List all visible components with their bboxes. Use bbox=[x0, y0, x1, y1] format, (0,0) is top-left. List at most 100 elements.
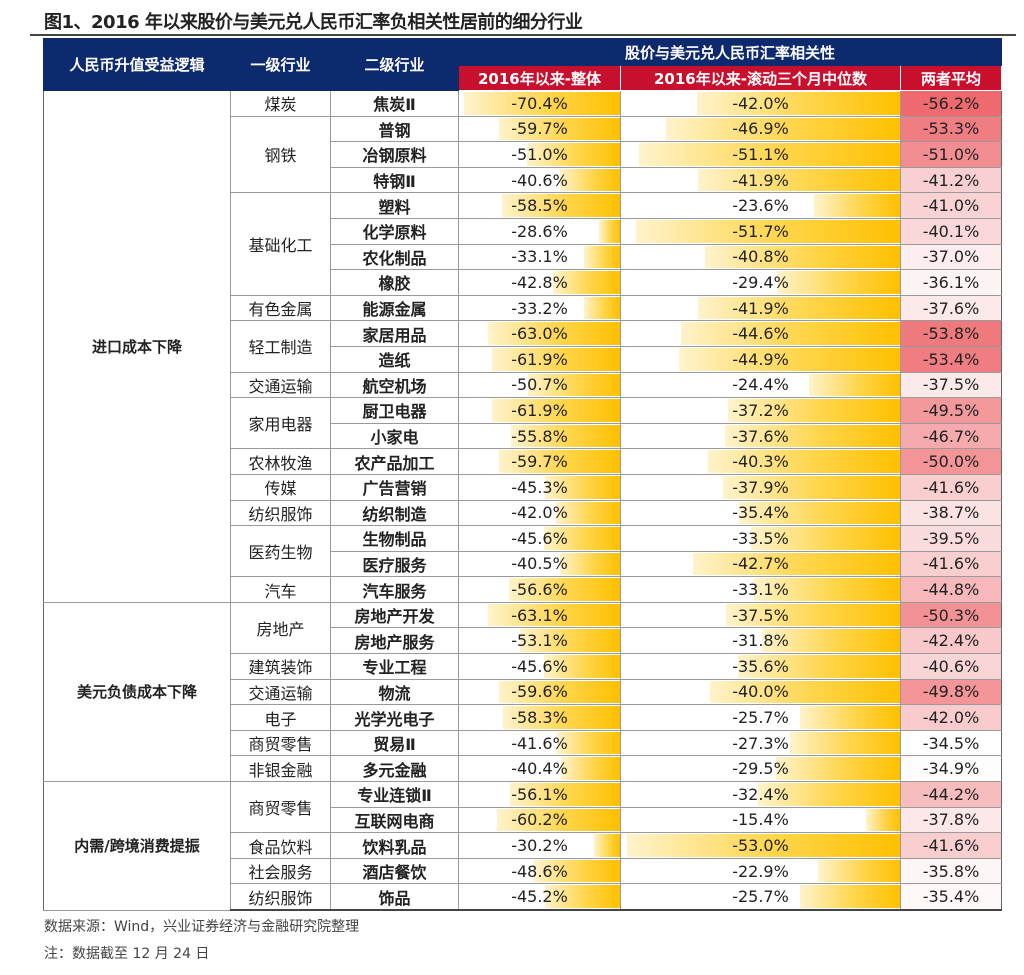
average-cell: -35.4% bbox=[899, 883, 1003, 912]
overall-value: -42.8% bbox=[511, 272, 568, 292]
rolling-data-bar bbox=[639, 143, 900, 166]
overall-cell: -48.6% bbox=[458, 857, 621, 885]
average-cell: -41.6% bbox=[899, 550, 1003, 578]
rolling-value: -44.6% bbox=[732, 324, 789, 344]
rolling-cell: -42.7% bbox=[620, 550, 901, 578]
rolling-data-bar bbox=[818, 859, 900, 883]
average-cell: -41.6% bbox=[899, 473, 1003, 501]
overall-cell: -63.0% bbox=[458, 320, 621, 347]
overall-value: -33.1% bbox=[511, 247, 568, 267]
level2-cell: 多元金融 bbox=[330, 755, 459, 783]
overall-data-bar bbox=[487, 603, 620, 627]
overall-value: -33.2% bbox=[511, 298, 568, 318]
rolling-value: -23.6% bbox=[732, 196, 789, 216]
rolling-data-bar bbox=[790, 731, 900, 755]
source-note: 数据来源：Wind，兴业证券经济与金融研究院整理 bbox=[44, 919, 360, 935]
level2-cell: 光学光电子 bbox=[330, 704, 459, 731]
rolling-value: -27.3% bbox=[732, 733, 789, 753]
rolling-cell: -27.3% bbox=[620, 729, 901, 757]
rolling-cell: -51.7% bbox=[620, 217, 901, 245]
overall-data-bar bbox=[497, 808, 620, 832]
level1-cell: 建筑装饰 bbox=[230, 653, 331, 680]
overall-value: -40.4% bbox=[511, 759, 568, 779]
overall-data-bar bbox=[487, 322, 620, 345]
average-cell: -44.2% bbox=[899, 781, 1003, 808]
overall-cell: -59.7% bbox=[458, 448, 621, 475]
level1-cell: 商贸零售 bbox=[230, 781, 331, 834]
overall-cell: -58.5% bbox=[458, 192, 621, 219]
logic-cell: 内需/跨境消费提振 bbox=[43, 781, 231, 911]
rolling-value: -42.0% bbox=[732, 93, 789, 113]
title-divider bbox=[30, 34, 1016, 36]
rolling-data-bar bbox=[738, 501, 900, 525]
level2-cell: 专业连锁Ⅱ bbox=[330, 781, 459, 808]
level2-cell: 造纸 bbox=[330, 345, 459, 373]
level1-cell: 钢铁 bbox=[230, 115, 331, 194]
header-average: 两者平均 bbox=[899, 65, 1003, 91]
table-row: 进口成本下降 煤炭 焦炭Ⅱ -70.4% -42.0% -56.2% bbox=[43, 90, 1003, 603]
average-cell: -46.7% bbox=[899, 422, 1003, 450]
overall-data-bar bbox=[544, 527, 620, 550]
overall-value: -55.8% bbox=[511, 426, 568, 446]
header-level2: 二级行业 bbox=[330, 38, 459, 91]
rolling-data-bar bbox=[865, 808, 900, 832]
level1-cell: 农林牧渔 bbox=[230, 448, 331, 475]
rolling-cell: -44.9% bbox=[620, 345, 901, 373]
level2-cell: 互联网电商 bbox=[330, 806, 459, 834]
overall-cell: -70.4% bbox=[458, 90, 621, 117]
average-cell: -40.6% bbox=[899, 653, 1003, 680]
level1-cell: 房地产 bbox=[230, 601, 331, 655]
overall-data-bar bbox=[598, 219, 620, 243]
rolling-value: -41.9% bbox=[732, 298, 789, 318]
overall-value: -59.7% bbox=[511, 452, 568, 472]
overall-value: -59.7% bbox=[511, 119, 568, 139]
level1-cell: 轻工制造 bbox=[230, 320, 331, 373]
rolling-cell: -40.8% bbox=[620, 243, 901, 271]
rolling-data-bar bbox=[666, 117, 900, 141]
table-row: 美元负债成本下降 房地产 房地产开发 -63.1% -37.5% -50.3% bbox=[43, 601, 1003, 783]
rolling-data-bar bbox=[757, 783, 900, 806]
overall-data-bar bbox=[502, 194, 620, 217]
table-body: 进口成本下降 煤炭 焦炭Ⅱ -70.4% -42.0% -56.2% 钢铁 普钢 -59.7% -… bbox=[43, 90, 1003, 912]
level1-cell: 交通运输 bbox=[230, 371, 331, 399]
overall-value: -53.1% bbox=[511, 631, 568, 651]
rolling-data-bar bbox=[680, 322, 900, 345]
level2-cell: 物流 bbox=[330, 678, 459, 706]
header-rolling: 2016年以来-滚动三个月中位数 bbox=[620, 65, 901, 91]
overall-value: -41.6% bbox=[511, 733, 568, 753]
rolling-data-bar bbox=[725, 424, 900, 448]
table-row: 钢铁 普钢 -59.7% -46.9% -53.3% bbox=[44, 115, 1003, 194]
rolling-cell: -37.9% bbox=[620, 473, 901, 501]
cutoff-note: 注：数据截至 12 月 24 日 bbox=[44, 946, 210, 962]
average-cell: -37.0% bbox=[899, 243, 1003, 271]
rolling-value: -24.4% bbox=[732, 375, 789, 395]
level1-cell: 食品饮料 bbox=[230, 832, 331, 859]
table-row: 交通运输 航空机场 -50.7% -24.4% -37.5% bbox=[44, 371, 1003, 399]
overall-cell: -40.6% bbox=[458, 166, 621, 194]
overall-value: -61.9% bbox=[511, 349, 568, 369]
average-cell: -50.0% bbox=[899, 448, 1003, 475]
rolling-data-bar bbox=[697, 168, 900, 192]
overall-value: -70.4% bbox=[511, 93, 568, 113]
overall-cell: -63.1% bbox=[458, 601, 621, 629]
average-cell: -37.6% bbox=[899, 294, 1003, 322]
rolling-cell: -23.6% bbox=[620, 192, 901, 219]
rolling-data-bar bbox=[678, 347, 900, 371]
rolling-value: -46.9% bbox=[732, 119, 789, 139]
average-cell: -38.7% bbox=[899, 499, 1003, 527]
average-cell: -36.1% bbox=[899, 269, 1003, 296]
rolling-cell: -35.4% bbox=[620, 499, 901, 527]
table-row: 纺织服饰 纺织制造 -42.0% -35.4% -38.7% bbox=[44, 499, 1003, 527]
table-row: 商贸零售 贸易Ⅱ -41.6% -27.3% -34.5% bbox=[44, 729, 1003, 757]
rolling-value: -37.6% bbox=[732, 426, 789, 446]
overall-data-bar bbox=[519, 629, 620, 653]
level2-cell: 焦炭Ⅱ bbox=[330, 90, 459, 117]
rolling-cell: -33.5% bbox=[620, 525, 901, 552]
table-row: 非银金融 多元金融 -40.4% -29.5% -34.9% bbox=[44, 755, 1003, 783]
rolling-cell: -29.4% bbox=[620, 269, 901, 296]
table-row: 轻工制造 家居用品 -63.0% -44.6% -53.8% bbox=[44, 320, 1003, 373]
level1-cell: 商贸零售 bbox=[230, 729, 331, 757]
rolling-value: -29.4% bbox=[732, 272, 789, 292]
average-cell: -53.3% bbox=[899, 115, 1003, 143]
rolling-value: -37.5% bbox=[732, 605, 789, 625]
